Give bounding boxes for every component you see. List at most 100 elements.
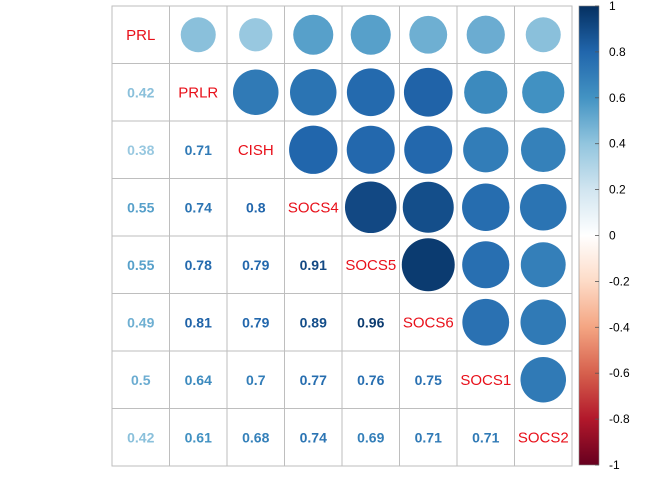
corr-value-socs1-socs6: 0.75 [415, 372, 442, 388]
matrix-cell [341, 293, 400, 352]
corr-value-socs5-prlr: 0.78 [185, 257, 212, 273]
corr-value-socs6-socs5: 0.96 [357, 314, 384, 330]
corr-circle-socs4-socs2 [520, 184, 567, 231]
corr-circle-prl-socs2 [525, 17, 561, 53]
corr-circle-socs6-socs2 [520, 299, 567, 346]
corr-circle-socs4-socs6 [402, 181, 454, 233]
matrix-cell [111, 408, 170, 467]
corr-value-socs6-socs4: 0.89 [300, 314, 327, 330]
variable-label-prl: PRL [126, 27, 155, 44]
corr-value-socs2-cish: 0.68 [242, 429, 269, 445]
corr-circle-cish-socs5 [346, 125, 395, 174]
matrix-cell [226, 350, 285, 409]
corr-circle-prl-socs6 [409, 15, 448, 54]
corr-value-socs6-prlr: 0.81 [185, 314, 212, 330]
variable-label-socs6: SOCS6 [403, 314, 454, 331]
matrix-cell [284, 235, 343, 294]
matrix-cell [226, 178, 285, 237]
corr-value-socs2-socs4: 0.74 [300, 429, 327, 445]
variable-label-prlr: PRLR [178, 84, 218, 101]
corr-value-prlr-prl: 0.42 [127, 84, 154, 100]
corr-circle-socs5-socs2 [520, 242, 566, 288]
corr-value-socs4-cish: 0.8 [246, 199, 266, 215]
corr-circle-cish-socs1 [463, 127, 509, 173]
colorbar-tick-label: -1 [609, 458, 620, 472]
colorbar-tick-label: -0.6 [609, 366, 630, 380]
variable-label-socs4: SOCS4 [288, 199, 339, 216]
corr-value-socs5-socs4: 0.91 [300, 257, 327, 273]
matrix-marks: PRL 0.42 PRLR 0.38 0.71 CISH 0.55 0.74 0.8 SOCS4 0… [126, 14, 569, 446]
corr-circle-cish-socs4 [289, 125, 338, 174]
corr-circle-prlr-socs1 [464, 70, 508, 114]
matrix-cell [226, 293, 285, 352]
corr-value-socs1-socs5: 0.76 [357, 372, 384, 388]
corr-circle-socs4-socs5 [344, 181, 397, 234]
corr-circle-prlr-cish [232, 69, 279, 116]
corr-value-socs2-socs1: 0.71 [472, 429, 499, 445]
matrix-cell [226, 408, 285, 467]
matrix-cell [399, 350, 458, 409]
corr-circle-prl-socs5 [350, 14, 391, 55]
matrix-cell [399, 293, 458, 352]
corr-circle-prl-prlr [180, 17, 216, 53]
matrix-cell [399, 408, 458, 467]
matrix-cell [169, 63, 228, 122]
corr-value-cish-prl: 0.38 [127, 142, 154, 158]
matrix-cell [169, 350, 228, 409]
corr-circle-socs4-socs1 [462, 183, 510, 231]
corr-value-socs4-prlr: 0.74 [185, 199, 212, 215]
corr-circle-prl-cish [239, 18, 273, 52]
colorbar-tick-label: 0.2 [609, 183, 626, 197]
corr-value-socs1-cish: 0.7 [246, 372, 266, 388]
matrix-cell [514, 5, 573, 64]
variable-label-socs1: SOCS1 [460, 372, 511, 389]
corr-value-socs1-socs4: 0.77 [300, 372, 327, 388]
matrix-cell [341, 235, 400, 294]
corr-circle-socs5-socs6 [401, 238, 455, 292]
corr-circle-socs6-socs1 [462, 298, 510, 346]
colorbar-tick-label: -0.8 [609, 412, 630, 426]
corr-circle-prlr-socs5 [346, 68, 395, 117]
variable-label-socs2: SOCS2 [518, 429, 569, 446]
corr-circle-socs1-socs2 [520, 356, 567, 403]
matrix-cell [514, 408, 573, 467]
matrix-cell [111, 178, 170, 237]
matrix-cell [169, 293, 228, 352]
corr-value-socs2-prlr: 0.61 [185, 429, 212, 445]
matrix-cell [111, 5, 170, 64]
corr-value-socs4-prl: 0.55 [127, 199, 154, 215]
colorbar-tick-label: 0.8 [609, 45, 626, 59]
corr-circle-prlr-socs6 [403, 67, 453, 117]
corr-value-socs5-cish: 0.79 [242, 257, 269, 273]
colorbar-tick-label: 1 [609, 0, 616, 13]
corr-value-socs1-prlr: 0.64 [185, 372, 212, 388]
colorbar-tick-label: -0.4 [609, 320, 630, 334]
matrix-cell [169, 120, 228, 179]
corr-circle-cish-socs6 [404, 125, 453, 174]
matrix-cell [111, 350, 170, 409]
corr-value-socs6-cish: 0.79 [242, 314, 269, 330]
colorbar: -1 -0.8 -0.6 -0.4 -0.2 0 0.2 0.4 0.6 0.8 1 [578, 0, 630, 472]
corr-value-socs2-socs6: 0.71 [415, 429, 442, 445]
corr-value-socs5-prl: 0.55 [127, 257, 154, 273]
variable-label-socs5: SOCS5 [345, 257, 396, 274]
corr-value-socs1-prl: 0.5 [131, 372, 151, 388]
colorbar-tick-label: 0.6 [609, 91, 626, 105]
corr-value-socs2-socs5: 0.69 [357, 429, 384, 445]
matrix-cell [284, 408, 343, 467]
matrix-cell [341, 408, 400, 467]
corr-value-socs2-prl: 0.42 [127, 429, 154, 445]
corr-circle-prl-socs1 [466, 15, 505, 54]
colorbar-tick-label: -0.2 [609, 274, 630, 288]
colorbar-tick-label: 0 [609, 229, 616, 243]
variable-label-cish: CISH [238, 142, 274, 159]
matrix-cell [226, 120, 285, 179]
matrix-cell [284, 178, 343, 237]
corr-circle-prl-socs4 [293, 14, 334, 55]
matrix-cell [341, 350, 400, 409]
corr-circle-prlr-socs2 [522, 71, 565, 114]
corr-circle-prlr-socs4 [290, 69, 337, 116]
matrix-cells [111, 5, 573, 467]
matrix-cell [456, 350, 515, 409]
